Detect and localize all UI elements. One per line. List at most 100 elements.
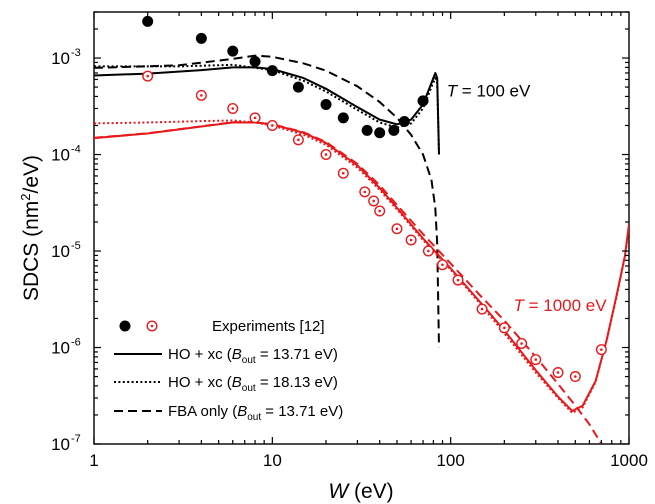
y-axis-label-sup: 2	[18, 193, 33, 200]
curve-layer	[94, 54, 629, 444]
legend-marker-filled	[119, 320, 131, 332]
annotation-symbol: T	[447, 81, 459, 100]
data-point-open	[368, 195, 380, 207]
data-point-filled	[388, 124, 400, 136]
data-point-filled	[227, 45, 239, 57]
legend-label-text: FBA only (	[168, 403, 237, 420]
legend-label-subscript: out	[242, 355, 256, 366]
legend-label-text: HO + xc (	[168, 374, 232, 391]
legend-label-value: = 13.71 eV)	[256, 346, 338, 363]
data-point-dot	[427, 249, 430, 253]
data-point-dot	[441, 263, 444, 267]
data-point-dot	[363, 190, 367, 194]
data-point-open	[530, 354, 542, 366]
y-tick-exponent: -5	[71, 240, 81, 252]
data-point-open	[391, 223, 403, 235]
data-point-open	[195, 89, 207, 101]
legend: Experiments [12] HO + xc (Bout = 13.71 eV…	[114, 318, 343, 423]
data-point-filled	[195, 32, 207, 44]
data-point-dot	[600, 348, 603, 351]
legend-label-symbol: B	[232, 374, 242, 391]
legend-label-text: HO + xc (	[168, 346, 232, 363]
data-point-dot	[574, 375, 577, 378]
data-point-open	[142, 70, 154, 82]
data-point-open	[437, 259, 449, 271]
data-point-dot	[409, 238, 413, 242]
data-point-open	[337, 167, 349, 179]
data-point-filled	[266, 65, 278, 77]
x-tick-label: 1	[89, 451, 98, 470]
y-tick-label: 10	[51, 242, 70, 261]
data-point-open	[359, 186, 371, 198]
legend-label-value: = 18.13 eV)	[256, 374, 338, 391]
data-point-dot	[146, 74, 149, 78]
data-point-open	[266, 119, 278, 131]
x-tick-label: 100	[436, 451, 464, 470]
y-tick-label: 10	[51, 339, 70, 358]
data-point-open	[374, 205, 386, 217]
legend-label-text: Experiments [12]	[212, 318, 325, 335]
data-point-filled	[292, 81, 304, 93]
x-axis-label: W (eV)	[328, 480, 393, 503]
data-point-open	[569, 371, 581, 383]
y-axis-label-rest: /eV)	[20, 155, 43, 194]
y-axis-label-main: SDCS (nm	[20, 201, 43, 301]
x-tick-label: 1000	[610, 451, 648, 470]
legend-marker-dot	[150, 324, 154, 328]
y-axis-label: SDCS (nm2/eV)	[18, 155, 43, 301]
data-point-open	[452, 274, 464, 286]
y-tick-label: 10	[51, 435, 70, 454]
annotation-value: = 1000 eV	[524, 296, 607, 315]
data-point-dot	[395, 227, 399, 231]
data-point-dot	[456, 278, 460, 282]
data-point-open	[292, 134, 304, 146]
y-tick-exponent: -4	[71, 144, 81, 156]
data-point-open	[422, 245, 434, 257]
y-tick-exponent: -3	[71, 47, 81, 59]
data-point-dot	[378, 209, 382, 213]
data-point-open	[498, 322, 510, 334]
curve-solid-2	[94, 66, 440, 155]
x-tick-label: 10	[263, 451, 282, 470]
data-point-dot	[341, 171, 345, 175]
legend-label: HO + xc (Bout = 13.71 eV)	[168, 346, 338, 366]
annotation-layer: T = 100 eVT = 1000 eV	[447, 81, 608, 314]
data-point-open	[320, 149, 332, 161]
data-point-filled	[320, 98, 332, 110]
data-point-dot	[480, 307, 484, 311]
legend-label-symbol: B	[232, 346, 242, 363]
data-point-filled	[361, 124, 373, 136]
data-point-dot	[253, 116, 257, 120]
data-point-dot	[556, 371, 560, 374]
data-point-open	[595, 344, 607, 356]
legend-label-subscript: out	[242, 383, 256, 394]
legend-label: HO + xc (Bout = 18.13 eV)	[168, 374, 338, 394]
y-tick-exponent: -7	[71, 433, 81, 445]
data-point-open	[405, 234, 417, 246]
y-tick-exponent: -6	[71, 337, 81, 349]
legend-label-subscript: out	[247, 412, 261, 423]
data-point-open	[552, 367, 564, 379]
curve-dotted-6	[94, 119, 629, 414]
data-point-filled	[249, 56, 261, 68]
data-point-open	[227, 102, 239, 114]
data-point-filled	[398, 115, 410, 127]
data-point-open	[249, 112, 261, 124]
annotation-symbol: T	[513, 296, 525, 315]
data-point-filled	[142, 15, 154, 27]
y-tick-label: 10	[51, 146, 70, 165]
data-point-dot	[200, 94, 203, 97]
x-axis-unit: (eV)	[348, 480, 394, 503]
data-point-open	[476, 303, 488, 315]
data-point-dot	[231, 107, 235, 110]
curve-dotted-3	[94, 63, 440, 155]
curve-dashed-4	[94, 54, 440, 348]
data-point-dot	[520, 342, 523, 345]
curve-annotation: T = 1000 eV	[513, 296, 607, 315]
x-axis-symbol: W	[328, 480, 350, 503]
curve-solid-5	[94, 121, 629, 412]
data-point-dot	[297, 138, 300, 142]
data-point-dot	[324, 153, 328, 156]
